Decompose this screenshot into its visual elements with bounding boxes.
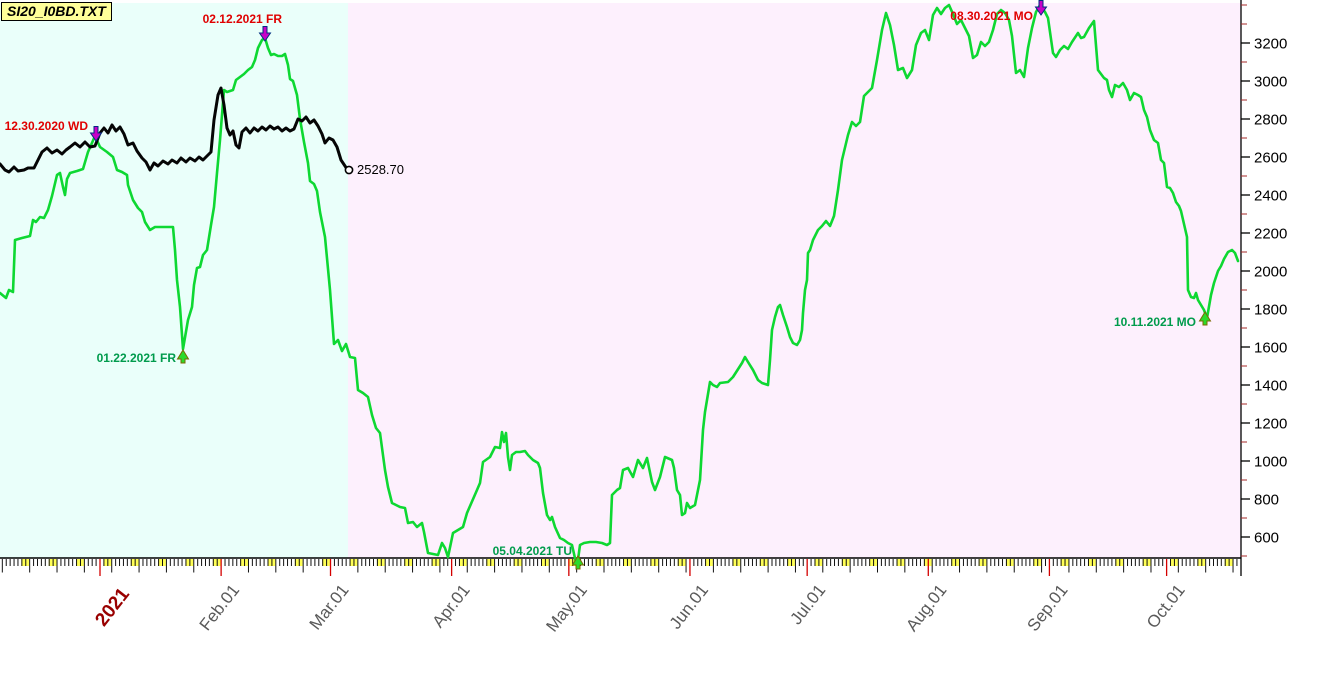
month-label: Mar.01 — [306, 581, 353, 634]
month-label: Jun.01 — [666, 581, 712, 633]
annotations: 12.30.2020 WD 02.12.2021 FR 08.30.2021 MO 0… — [5, 0, 1212, 570]
y-tick-label: 3000 — [1254, 74, 1287, 91]
month-label: Oct.01 — [1143, 581, 1189, 632]
y-tick-label: 600 — [1254, 530, 1279, 547]
weekend-marker — [1087, 559, 1096, 566]
trough-arrow-icon — [571, 555, 585, 570]
y-tick-label: 2000 — [1254, 264, 1287, 281]
weekend-marker — [1142, 559, 1151, 566]
peak-arrow-icon — [258, 26, 272, 42]
month-label: May.01 — [542, 581, 591, 636]
plot-background-left — [0, 3, 348, 558]
y-tick-label: 2200 — [1254, 226, 1287, 243]
y-tick-label: 2400 — [1254, 188, 1287, 205]
y-axis: 600 800 1000 1200 1400 1600 1800 2000 2200 2400 26… — [1241, 4, 1287, 557]
trough-annotation-label: 05.04.2021 TU — [493, 544, 572, 558]
weekend-marker — [1033, 559, 1042, 566]
plot-background-right — [348, 3, 1241, 558]
y-tick-label: 800 — [1254, 492, 1279, 509]
peak-annotation-label: 08.30.2021 MO — [950, 9, 1033, 23]
weekend-marker — [103, 559, 112, 566]
weekend-marker — [212, 559, 221, 566]
y-tick-label: 1400 — [1254, 378, 1287, 395]
last-value-marker — [344, 165, 354, 175]
weekend-marker — [240, 559, 248, 566]
x-axis-ruler: 2021 Feb.01 Mar.01 Apr.01 May.01 Jun.01 Jul.01… — [1, 559, 1238, 636]
file-name-label[interactable]: SI20_I0BD.TXT — [1, 2, 112, 21]
month-label: Apr.01 — [429, 581, 474, 631]
trough-arrow-icon — [1198, 311, 1212, 326]
peak-annotation-label: 02.12.2021 FR — [203, 12, 283, 26]
y-tick-label: 1800 — [1254, 302, 1287, 319]
month-label: Feb.01 — [196, 581, 244, 634]
month-label: Jul.01 — [786, 581, 829, 628]
weekend-marker — [1224, 559, 1233, 566]
peak-arrow-icon — [89, 126, 103, 142]
weekend-marker — [1115, 559, 1124, 566]
weekend-marker — [1170, 559, 1178, 566]
trough-annotation-label: 01.22.2021 FR — [97, 351, 177, 365]
y-tick-label: 1200 — [1254, 416, 1287, 433]
weekend-marker — [48, 559, 57, 566]
y-tick-label: 2800 — [1254, 112, 1287, 129]
trough-arrow-icon — [176, 349, 190, 364]
series-black-signal — [0, 86, 349, 174]
weekend-marker — [1197, 559, 1206, 566]
trough-annotation-label: 10.11.2021 MO — [1114, 315, 1196, 329]
y-tick-label: 1600 — [1254, 340, 1287, 357]
y-tick-label: 2600 — [1254, 150, 1287, 167]
peak-annotation-label: 12.30.2020 WD — [5, 119, 89, 133]
y-tick-label: 3200 — [1254, 36, 1287, 53]
y-tick-label: 1000 — [1254, 454, 1287, 471]
month-label: Aug.01 — [902, 581, 950, 635]
last-value-label: 2528.70 — [357, 162, 404, 177]
year-label: 2021 — [91, 584, 134, 631]
weekend-marker — [1060, 559, 1069, 566]
peak-arrow-icon — [1034, 0, 1048, 16]
month-label: Sep.01 — [1023, 581, 1071, 635]
